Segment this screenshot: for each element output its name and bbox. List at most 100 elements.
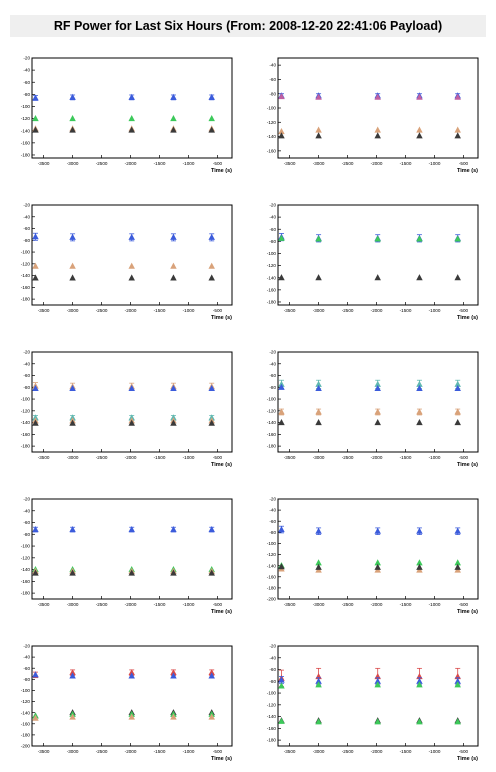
chart-panel-7: -3500 -3000 -2500 -2000 -1500 -1000 -500 -20 -40… <box>21 497 233 615</box>
x-tick-label: -2000 <box>371 161 383 166</box>
data-point <box>170 419 177 426</box>
data-point <box>32 384 39 391</box>
y-tick-label: -40 <box>23 68 30 73</box>
chart-panel-9: -3500 -3000 -2500 -2000 -1500 -1000 -500 -20 -40… <box>21 644 233 762</box>
x-tick-label: -500 <box>213 161 223 166</box>
series-2 <box>278 383 461 391</box>
data-point <box>416 527 423 534</box>
data-point <box>416 563 423 570</box>
y-tick-label: -160 <box>267 574 277 579</box>
data-point <box>69 126 76 133</box>
y-tick-label: -80 <box>23 238 30 243</box>
y-tick-label: -60 <box>269 227 276 232</box>
plot-frame <box>277 204 479 306</box>
data-point <box>374 384 381 391</box>
x-tick-label: -2000 <box>371 308 383 313</box>
y-tick-label: -100 <box>267 691 277 696</box>
data-point <box>315 93 322 100</box>
data-point <box>416 559 423 566</box>
data-point <box>69 274 76 281</box>
y-tick-label: -40 <box>23 361 30 366</box>
x-axis-label: Time (s) <box>211 462 232 468</box>
data-point <box>278 127 285 135</box>
y-tick-label: -140 <box>267 420 277 425</box>
x-axis-label: Time (s) <box>211 315 232 321</box>
data-point <box>69 669 76 676</box>
data-point <box>315 563 322 570</box>
x-tick-label: -500 <box>213 749 223 754</box>
y-tick-label: -140 <box>21 273 31 278</box>
y-tick-label: -100 <box>267 397 277 402</box>
x-axis-label: Time (s) <box>457 462 478 468</box>
y-tick-label: -160 <box>21 432 31 437</box>
x-tick-label: -1500 <box>154 308 166 313</box>
data-point <box>315 718 322 725</box>
x-tick-label: -2000 <box>125 749 137 754</box>
data-point <box>374 418 381 426</box>
y-tick-label: -180 <box>267 444 277 449</box>
data-point <box>32 671 39 678</box>
data-point <box>374 681 381 688</box>
y-tick-label: -180 <box>21 153 31 158</box>
data-point <box>170 669 177 676</box>
x-tick-label: -1500 <box>400 308 412 313</box>
series-2 <box>278 234 461 242</box>
x-tick-label: -1500 <box>400 602 412 607</box>
title-box: RF Power for Last Six Hours (From: 2008-… <box>10 15 486 37</box>
data-point <box>454 235 461 242</box>
data-point <box>374 132 381 139</box>
plot-frame <box>31 57 233 159</box>
data-point <box>278 383 285 390</box>
data-point <box>315 132 322 139</box>
x-tick-label: -1500 <box>154 455 166 460</box>
y-tick-label: -40 <box>269 655 276 660</box>
x-tick-label: -2500 <box>96 161 108 166</box>
y-tick-label: -100 <box>267 251 277 256</box>
data-point <box>416 93 423 100</box>
series-2 <box>32 671 215 679</box>
data-point <box>454 681 461 688</box>
y-tick-label: -180 <box>21 297 31 302</box>
data-point <box>170 93 177 100</box>
y-tick-label: -60 <box>269 519 276 524</box>
y-tick-label: -40 <box>23 655 30 660</box>
data-point <box>128 233 135 240</box>
data-point <box>454 408 461 415</box>
x-tick-label: -500 <box>213 308 223 313</box>
y-tick-label: -20 <box>23 350 30 355</box>
data-point <box>208 569 215 576</box>
data-point <box>208 419 215 426</box>
y-tick-label: -80 <box>269 530 276 535</box>
x-tick-label: -3500 <box>284 161 296 166</box>
y-tick-label: -200 <box>21 744 31 749</box>
data-point <box>416 718 423 725</box>
x-tick-label: -500 <box>459 161 469 166</box>
data-point <box>416 380 423 387</box>
y-tick-label: -140 <box>267 134 277 139</box>
data-point <box>32 262 39 269</box>
data-point <box>454 126 461 133</box>
x-tick-label: -2500 <box>342 749 354 754</box>
x-tick-label: -3500 <box>38 308 50 313</box>
data-point <box>170 274 177 281</box>
x-tick-label: -3000 <box>67 602 79 607</box>
x-tick-label: -1000 <box>429 455 441 460</box>
x-tick-label: -2000 <box>125 455 137 460</box>
y-tick-label: -200 <box>267 597 277 602</box>
data-point <box>454 384 461 391</box>
y-tick-label: -80 <box>269 91 276 96</box>
data-point <box>69 93 76 100</box>
data-point <box>208 93 215 100</box>
x-axis-label: Time (s) <box>211 756 232 762</box>
y-tick-label: -160 <box>21 579 31 584</box>
x-tick-label: -1000 <box>429 161 441 166</box>
y-tick-label: -180 <box>267 585 277 590</box>
x-tick-label: -1500 <box>154 161 166 166</box>
x-tick-label: -500 <box>459 602 469 607</box>
x-axis-label: Time (s) <box>457 609 478 615</box>
data-point <box>315 677 322 684</box>
data-point <box>69 525 76 533</box>
data-point <box>374 274 381 281</box>
series-2 <box>32 384 215 391</box>
chart-panel-4: -3500 -3000 -2500 -2000 -1500 -1000 -500 -20 -40… <box>267 203 479 321</box>
